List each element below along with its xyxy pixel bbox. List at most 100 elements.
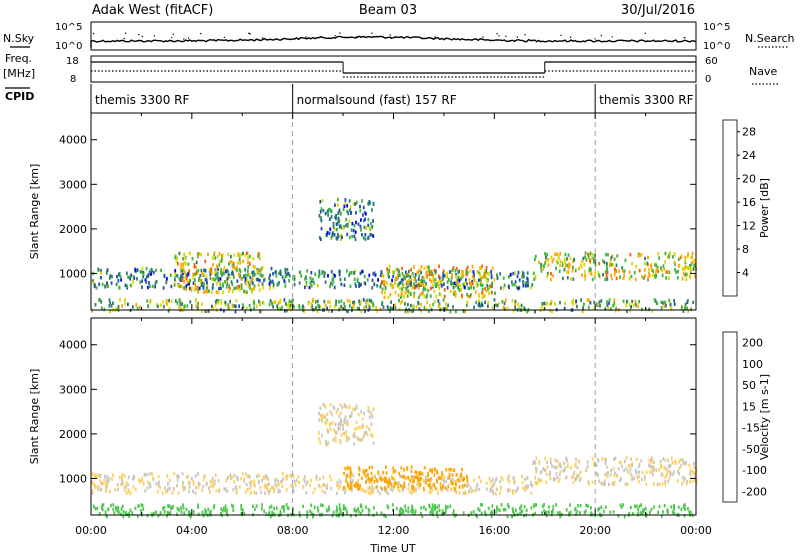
heatmap-cell [172,505,174,509]
heatmap-cell [593,300,596,305]
heatmap-cell [292,485,294,490]
heatmap-cell [640,477,643,482]
heatmap-cell [639,511,642,515]
heatmap-cell [684,462,687,466]
heatmap-cell [435,282,438,286]
heatmap-cell [456,478,459,482]
heatmap-cell [244,290,247,294]
heatmap-cell [574,464,577,468]
heatmap-cell [651,473,654,477]
heatmap-cell [571,475,573,480]
heatmap-cell [201,510,204,515]
heatmap-cell [609,258,612,262]
heatmap-cell [339,421,342,425]
heatmap-cell [335,222,338,226]
heatmap-cell [337,486,340,491]
heatmap-cell [258,288,261,292]
heatmap-cell [413,511,416,515]
heatmap-cell [511,299,514,303]
nsearch-point [594,38,596,40]
heatmap-cell [581,309,584,314]
heatmap-cell [199,273,202,278]
heatmap-cell [472,270,475,274]
heatmap-cell [423,266,426,270]
heatmap-cell [100,487,103,491]
heatmap-cell [141,503,144,508]
heatmap-cell [653,460,655,465]
heatmap-cell [523,306,525,310]
heatmap-cell [514,271,516,275]
heatmap-cell [227,270,230,274]
heatmap-cell [397,484,400,489]
heatmap-cell [319,485,321,489]
heatmap-cell [341,405,344,410]
heatmap-cell [261,478,263,483]
heatmap-cell [641,511,643,515]
heatmap-cell [281,484,284,488]
heatmap-cell [315,474,318,479]
heatmap-cell [98,298,100,302]
heatmap-cell [383,486,386,491]
heatmap-cell [336,481,339,485]
heatmap-cell [661,268,663,273]
heatmap-cell [310,511,313,515]
nsearch-point [445,38,447,40]
heatmap-cell [422,479,425,483]
heatmap-cell [603,260,606,265]
heatmap-cell [420,302,423,307]
heatmap-cell [673,252,676,256]
heatmap-cell [645,470,648,474]
heatmap-cell [687,298,689,303]
heatmap-cell [141,266,144,271]
heatmap-cell [548,510,550,514]
heatmap-cell [247,280,250,285]
heatmap-cell [438,276,441,280]
heatmap-cell [291,298,294,303]
heatmap-cell [219,259,221,264]
heatmap-cell [669,251,671,255]
heatmap-cell [190,512,192,516]
heatmap-cell [185,273,188,277]
heatmap-cell [329,227,332,231]
heatmap-cell [597,508,599,512]
heatmap-cell [331,412,333,417]
heatmap-cell [277,488,280,492]
heatmap-cell [229,260,232,264]
heatmap-cell [428,503,430,508]
heatmap-cell [546,252,549,257]
heatmap-cell [465,474,468,479]
heatmap-cell [360,282,362,287]
heatmap-cell [486,283,489,288]
heatmap-cell [462,273,465,278]
heatmap-cell [339,234,342,238]
heatmap-cell [589,258,591,263]
heatmap-cell [650,507,653,512]
heatmap-cell [340,237,342,242]
heatmap-cell [615,263,618,267]
heatmap-cell [385,465,387,469]
heatmap-cell [114,488,117,492]
heatmap-cell [354,230,357,234]
heatmap-cell [236,489,238,493]
heatmap-cell [494,491,497,496]
heatmap-cell [167,309,170,313]
heatmap-cell [192,272,195,277]
heatmap-cell [217,301,219,305]
heatmap-cell [421,514,424,518]
heatmap-cell [217,278,220,283]
heatmap-cell [363,274,366,279]
heatmap-cell [572,277,575,281]
heatmap-cell [196,271,199,275]
heatmap-cell [142,275,144,279]
heatmap-cell [491,510,493,514]
nsearch-point [498,35,500,37]
heatmap-cell [678,471,680,476]
heatmap-cell [572,480,575,485]
heatmap-cell [393,485,395,489]
heatmap-cell [401,510,404,515]
heatmap-cell [394,469,397,473]
heatmap-cell [424,478,427,482]
heatmap-cell [274,270,277,275]
heatmap-cell [417,478,419,482]
heatmap-cell [660,465,663,469]
